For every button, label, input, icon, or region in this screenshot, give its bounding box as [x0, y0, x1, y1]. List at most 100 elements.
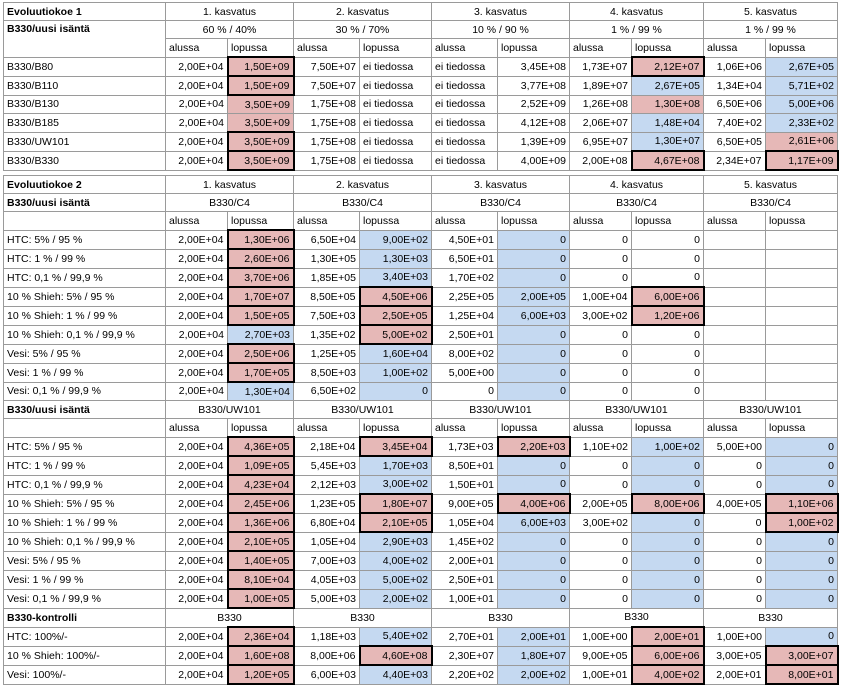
table-cell[interactable]: 1,17E+09	[764, 150, 839, 171]
table-cell[interactable]: 1,75E+08	[293, 94, 360, 114]
row-label-cell[interactable]: 10 % Shieh: 0,1 % / 99,9 %	[3, 531, 166, 552]
row-label-cell[interactable]: HTC: 100%/-	[3, 626, 166, 647]
table-cell[interactable]: 0	[497, 569, 570, 590]
table-cell[interactable]: 1. kasvatus	[165, 2, 294, 21]
table-cell[interactable]: 2,00E+04	[165, 113, 228, 133]
table-cell[interactable]	[703, 305, 766, 326]
row-label-cell[interactable]: 10 % Shieh: 1 % / 99 %	[3, 305, 166, 326]
row-label-cell[interactable]: HTC: 1 % / 99 %	[3, 455, 166, 476]
table-cell[interactable]: 2,00E+04	[165, 56, 228, 77]
table-cell[interactable]: 2,70E+01	[431, 626, 498, 647]
table-cell[interactable]: 0	[569, 569, 632, 590]
table-cell[interactable]: B330	[431, 607, 570, 628]
row-label-cell[interactable]: B330/B330	[3, 150, 166, 171]
table-cell[interactable]: 1,23E+05	[293, 493, 360, 514]
table-cell[interactable]: alussa	[431, 418, 498, 438]
table-cell[interactable]	[703, 229, 766, 250]
table-cell[interactable]: ei tiedossa	[431, 113, 498, 133]
row-label-cell[interactable]: B330-kontrolli	[3, 607, 166, 628]
table-cell[interactable]: B330/UW101	[703, 400, 838, 419]
table-cell[interactable]: 0	[497, 229, 570, 250]
table-cell[interactable]: 0	[569, 474, 632, 495]
table-cell[interactable]: 1,60E+04	[359, 343, 432, 364]
table-cell[interactable]: lopussa	[227, 38, 294, 58]
table-cell[interactable]: 6,50E+01	[431, 248, 498, 269]
table-cell[interactable]: 0	[497, 381, 570, 401]
table-cell[interactable]: 1,30E+05	[293, 248, 360, 269]
table-cell[interactable]: B330	[569, 607, 704, 628]
row-label-cell[interactable]: B330/B110	[3, 75, 166, 96]
table-cell[interactable]: 1,20E+05	[226, 664, 295, 685]
table-cell[interactable]: 8,50E+05	[293, 286, 360, 307]
table-cell[interactable]: 1,39E+09	[497, 131, 570, 152]
table-cell[interactable]: 2,00E+04	[165, 286, 228, 307]
table-cell[interactable]: 9,00E+02	[359, 229, 432, 250]
table-cell[interactable]: 2,30E+07	[431, 645, 498, 666]
table-cell[interactable]: 4,00E+06	[496, 493, 571, 514]
table-cell[interactable]: 2,25E+05	[431, 286, 498, 307]
table-cell[interactable]: B330	[293, 607, 432, 628]
table-cell[interactable]: 1,00E+02	[631, 436, 704, 457]
table-cell[interactable]: 8,00E+01	[764, 664, 839, 685]
table-cell[interactable]: 2,70E+03	[227, 324, 294, 345]
table-cell[interactable]: 9,00E+05	[569, 645, 632, 666]
table-cell[interactable]: 0	[569, 455, 632, 476]
table-cell[interactable]	[765, 343, 838, 364]
table-cell[interactable]: 1,20E+06	[630, 305, 705, 326]
table-cell[interactable]: 9,00E+05	[431, 493, 498, 514]
table-cell[interactable]: 6,80E+04	[293, 512, 360, 533]
table-cell[interactable]: 1,06E+06	[703, 56, 766, 77]
table-cell[interactable]: 0	[497, 588, 570, 609]
row-label-cell[interactable]: B330/uusi isäntä	[3, 193, 166, 212]
table-cell[interactable]	[703, 286, 766, 307]
table-cell[interactable]: 2,00E+04	[165, 324, 228, 345]
table-cell[interactable]: 4. kasvatus	[569, 175, 704, 194]
table-cell[interactable]: 3. kasvatus	[431, 2, 570, 21]
table-cell[interactable]: 1,00E+02	[359, 362, 432, 383]
table-cell[interactable]: B330/C4	[293, 193, 432, 212]
table-cell[interactable]: 8,50E+03	[293, 362, 360, 383]
row-label-cell[interactable]: HTC: 0,1 % / 99,9 %	[3, 474, 166, 495]
table-cell[interactable]: 2,20E+02	[431, 664, 498, 685]
table-cell[interactable]	[703, 343, 766, 364]
table-cell[interactable]: 1,25E+05	[293, 343, 360, 364]
table-cell[interactable]: 8,00E+06	[293, 645, 360, 666]
table-cell[interactable]: 1,73E+03	[431, 436, 498, 457]
row-label-cell[interactable]: Vesi: 0,1 % / 99,9 %	[3, 381, 166, 401]
table-cell[interactable]: alussa	[569, 418, 632, 438]
table-cell[interactable]: B330/UW101	[431, 400, 570, 419]
table-cell[interactable]: lopussa	[497, 211, 570, 231]
table-cell[interactable]: lopussa	[765, 418, 838, 438]
table-cell[interactable]: 2,00E+08	[569, 150, 632, 171]
table-cell[interactable]: 2,90E+03	[359, 531, 432, 552]
table-cell[interactable]: 1,10E+02	[569, 436, 632, 457]
table-cell[interactable]: 4,40E+03	[359, 664, 432, 685]
table-cell[interactable]: 2,50E+05	[358, 305, 433, 326]
table-cell[interactable]: 0	[497, 550, 570, 571]
table-cell[interactable]: 1,70E+02	[431, 267, 498, 288]
table-cell[interactable]: 0	[703, 474, 766, 495]
table-cell[interactable]: 0	[631, 381, 704, 401]
table-cell[interactable]: 0	[703, 550, 766, 571]
table-cell[interactable]: 2,00E+04	[165, 75, 228, 96]
table-cell[interactable]: 4,36E+05	[226, 436, 295, 457]
table-cell[interactable]: 2,67E+05	[631, 75, 704, 96]
table-cell[interactable]: 5,00E+06	[765, 94, 838, 114]
table-cell[interactable]: 6,00E+06	[630, 645, 705, 666]
table-cell[interactable]: 6,50E+04	[293, 229, 360, 250]
table-cell[interactable]: 2,00E+05	[497, 286, 570, 307]
table-cell[interactable]: 0	[765, 550, 838, 571]
table-cell[interactable]: 2,00E+04	[165, 436, 228, 457]
table-cell[interactable]: 0	[569, 248, 632, 269]
table-cell[interactable]: 1,75E+08	[293, 131, 360, 152]
row-label-cell[interactable]: Evoluutiokoe 2	[3, 175, 166, 194]
table-cell[interactable]: 2,00E+01	[703, 664, 766, 685]
table-cell[interactable]: ei tiedossa	[359, 150, 432, 171]
table-cell[interactable]: 1,70E+03	[359, 455, 432, 476]
table-cell[interactable]: ei tiedossa	[431, 56, 498, 77]
table-cell[interactable]: B330/C4	[431, 193, 570, 212]
table-cell[interactable]: 3,50E+09	[227, 113, 294, 133]
row-label-cell[interactable]: HTC: 1 % / 99 %	[3, 248, 166, 269]
table-cell[interactable]: 1,30E+06	[226, 229, 295, 250]
row-label-cell[interactable]: alussa	[165, 38, 228, 58]
